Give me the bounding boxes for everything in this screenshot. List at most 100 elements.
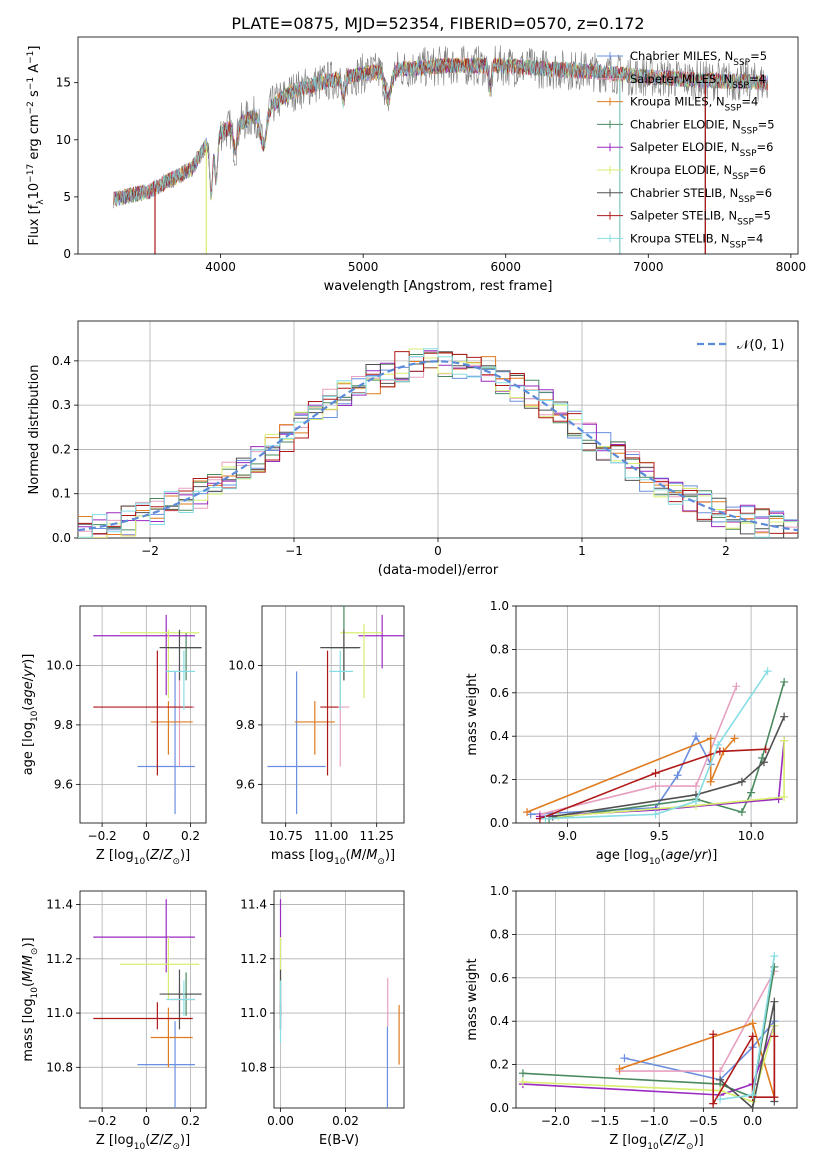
error-bars bbox=[267, 606, 404, 815]
weight-point-marker bbox=[732, 682, 741, 691]
weight-point-marker bbox=[763, 667, 772, 676]
x-tick-label: −1 bbox=[285, 544, 303, 558]
y-tick-label: 1.0 bbox=[490, 599, 509, 613]
y-tick-label: 9.8 bbox=[54, 718, 73, 732]
y-tick-label: 10.8 bbox=[240, 1060, 267, 1074]
x-tick-label: 0.02 bbox=[332, 1114, 359, 1128]
x-tick-label: 10.75 bbox=[268, 829, 302, 843]
y-axis-label: mass weight bbox=[465, 673, 480, 755]
weight-series-line bbox=[522, 1025, 776, 1103]
y-tick-label: 0.3 bbox=[52, 398, 71, 412]
x-tick-label: −2.0 bbox=[541, 1114, 570, 1128]
x-tick-label: 0.2 bbox=[181, 1114, 200, 1128]
weight-point-marker bbox=[748, 1104, 757, 1112]
y-tick-label: 0.6 bbox=[490, 686, 509, 700]
x-tick-label: −0.5 bbox=[689, 1114, 718, 1128]
weight-series-line bbox=[558, 740, 785, 818]
weight-point-marker bbox=[518, 1077, 527, 1086]
weight-point-marker bbox=[651, 782, 660, 791]
weight-point-marker bbox=[770, 1093, 779, 1102]
y-tick-label: 10.0 bbox=[46, 658, 73, 672]
weight-point-marker bbox=[748, 1019, 757, 1028]
weight-point-marker bbox=[716, 1067, 725, 1076]
weight-point-marker bbox=[748, 1090, 757, 1099]
x-tick-label: 1 bbox=[578, 544, 586, 558]
weight-point-marker bbox=[758, 753, 767, 762]
weight-point-marker bbox=[715, 747, 724, 756]
weight-point-marker bbox=[615, 1064, 624, 1073]
y-tick-label: 9.6 bbox=[54, 777, 73, 791]
figure-title: PLATE=0875, MJD=52354, FIBERID=0570, z=0… bbox=[231, 14, 644, 33]
x-tick-label: 0.00 bbox=[267, 1114, 294, 1128]
weight-series-line bbox=[619, 1022, 776, 1098]
legend-entry: Kroupa MILES, NSSP=4 bbox=[630, 95, 758, 114]
legend-entry: Salpeter ELODIE, NSSP=6 bbox=[630, 140, 773, 159]
y-tick-label: 0.4 bbox=[52, 354, 71, 368]
y-tick-label: 11.2 bbox=[46, 952, 73, 966]
residual-histogram bbox=[78, 348, 798, 538]
normal-reference-curve bbox=[78, 360, 798, 532]
Z_vs_age-panel: −0.2 0 0.2 9.6 9.8 10.0 Z [log10(Z/Z⊙)] age [lo… bbox=[21, 605, 207, 867]
mass_vs_age-panel: 10.75 11.00 11.25 9.6 9.8 10.0 mass [log10(M/M… bbox=[228, 605, 405, 867]
weight-point-marker bbox=[774, 795, 783, 804]
y-axis-label: age [log10(age/yr)] bbox=[21, 654, 40, 776]
weight-point-marker bbox=[620, 1054, 629, 1063]
y-tick-label: 11.0 bbox=[240, 1006, 267, 1020]
weight-series-line bbox=[539, 748, 766, 820]
y-tick-label: 0.8 bbox=[490, 642, 509, 656]
model-spectrum bbox=[113, 57, 769, 206]
error-bars bbox=[93, 899, 202, 1108]
weight-point-marker bbox=[780, 736, 789, 745]
weight-point-marker bbox=[770, 952, 779, 961]
y-tick-label: 0.0 bbox=[490, 1101, 509, 1115]
weight-point-marker bbox=[780, 792, 789, 801]
weight-point-marker bbox=[747, 788, 756, 797]
y-tick-label: 0.2 bbox=[490, 1058, 509, 1072]
x-axis-label: Z [log10(Z/Z⊙)] bbox=[609, 1133, 703, 1152]
y-tick-label: 11.4 bbox=[240, 898, 267, 912]
x-tick-label: 0.0 bbox=[743, 1114, 762, 1128]
y-axis-label: Normed distribution bbox=[27, 365, 42, 495]
weight-point-marker bbox=[709, 1099, 718, 1108]
y-tick-label: 9.6 bbox=[236, 777, 255, 791]
weight-point-marker bbox=[716, 1075, 725, 1084]
x-tick-label: 10.0 bbox=[738, 829, 765, 843]
weight-point-marker bbox=[541, 814, 550, 823]
legend-entry: Chabrier STELIB, NSSP=6 bbox=[630, 186, 772, 205]
x-tick-label: 2 bbox=[722, 544, 730, 558]
axes-frame bbox=[79, 890, 207, 1109]
weight-point-marker bbox=[761, 745, 770, 754]
y-tick-label: 1.0 bbox=[490, 884, 509, 898]
spectrum-lines bbox=[113, 45, 769, 254]
weight-point-marker bbox=[770, 1032, 779, 1041]
axes-frame bbox=[77, 320, 799, 539]
weight-point-marker bbox=[737, 777, 746, 786]
spectrum-panel: 4000 5000 6000 7000 8000 0 5 10 15 wavelength [An… bbox=[26, 36, 806, 294]
y-tick-label: 0.0 bbox=[52, 531, 71, 545]
x-tick-label: −2 bbox=[141, 544, 159, 558]
x-axis-label: (data-model)/error bbox=[378, 563, 499, 578]
y-tick-label: 11.2 bbox=[240, 952, 267, 966]
axes-frame bbox=[515, 605, 798, 824]
Z_vs_weight-panel: −2.0 −1.5 −1.0 −0.5 0.0 0.0 0.2 0.4 0.6 0.8 1.0 Z [… bbox=[465, 884, 798, 1152]
x-tick-label: 7000 bbox=[633, 260, 664, 274]
residual-histograms bbox=[78, 348, 798, 538]
y-tick-label: 0.4 bbox=[490, 729, 509, 743]
y-tick-label: 0 bbox=[63, 247, 71, 261]
axes-frame bbox=[79, 605, 207, 824]
weight-point-marker bbox=[759, 758, 768, 767]
residual-histogram bbox=[78, 348, 798, 538]
x-tick-label: 0 bbox=[434, 544, 442, 558]
y-axis-label: Flux [fλ10−17 erg cm−2 s−1 A−1] bbox=[26, 46, 46, 246]
y-tick-label: 0.0 bbox=[490, 816, 509, 830]
weight-point-marker bbox=[748, 1032, 757, 1041]
y-tick-label: 0.2 bbox=[490, 773, 509, 787]
y-tick-label: 11.0 bbox=[46, 1006, 73, 1020]
weight-point-marker bbox=[691, 782, 700, 791]
y-tick-label: 0.4 bbox=[490, 1014, 509, 1028]
x-axis-label: E(B-V) bbox=[319, 1133, 359, 1148]
ebv_vs_mass-panel: 0.00 0.02 10.8 11.0 11.2 11.4 E(B-V) bbox=[240, 890, 405, 1148]
weight-point-marker bbox=[780, 677, 789, 686]
y-tick-label: 0.6 bbox=[490, 971, 509, 985]
